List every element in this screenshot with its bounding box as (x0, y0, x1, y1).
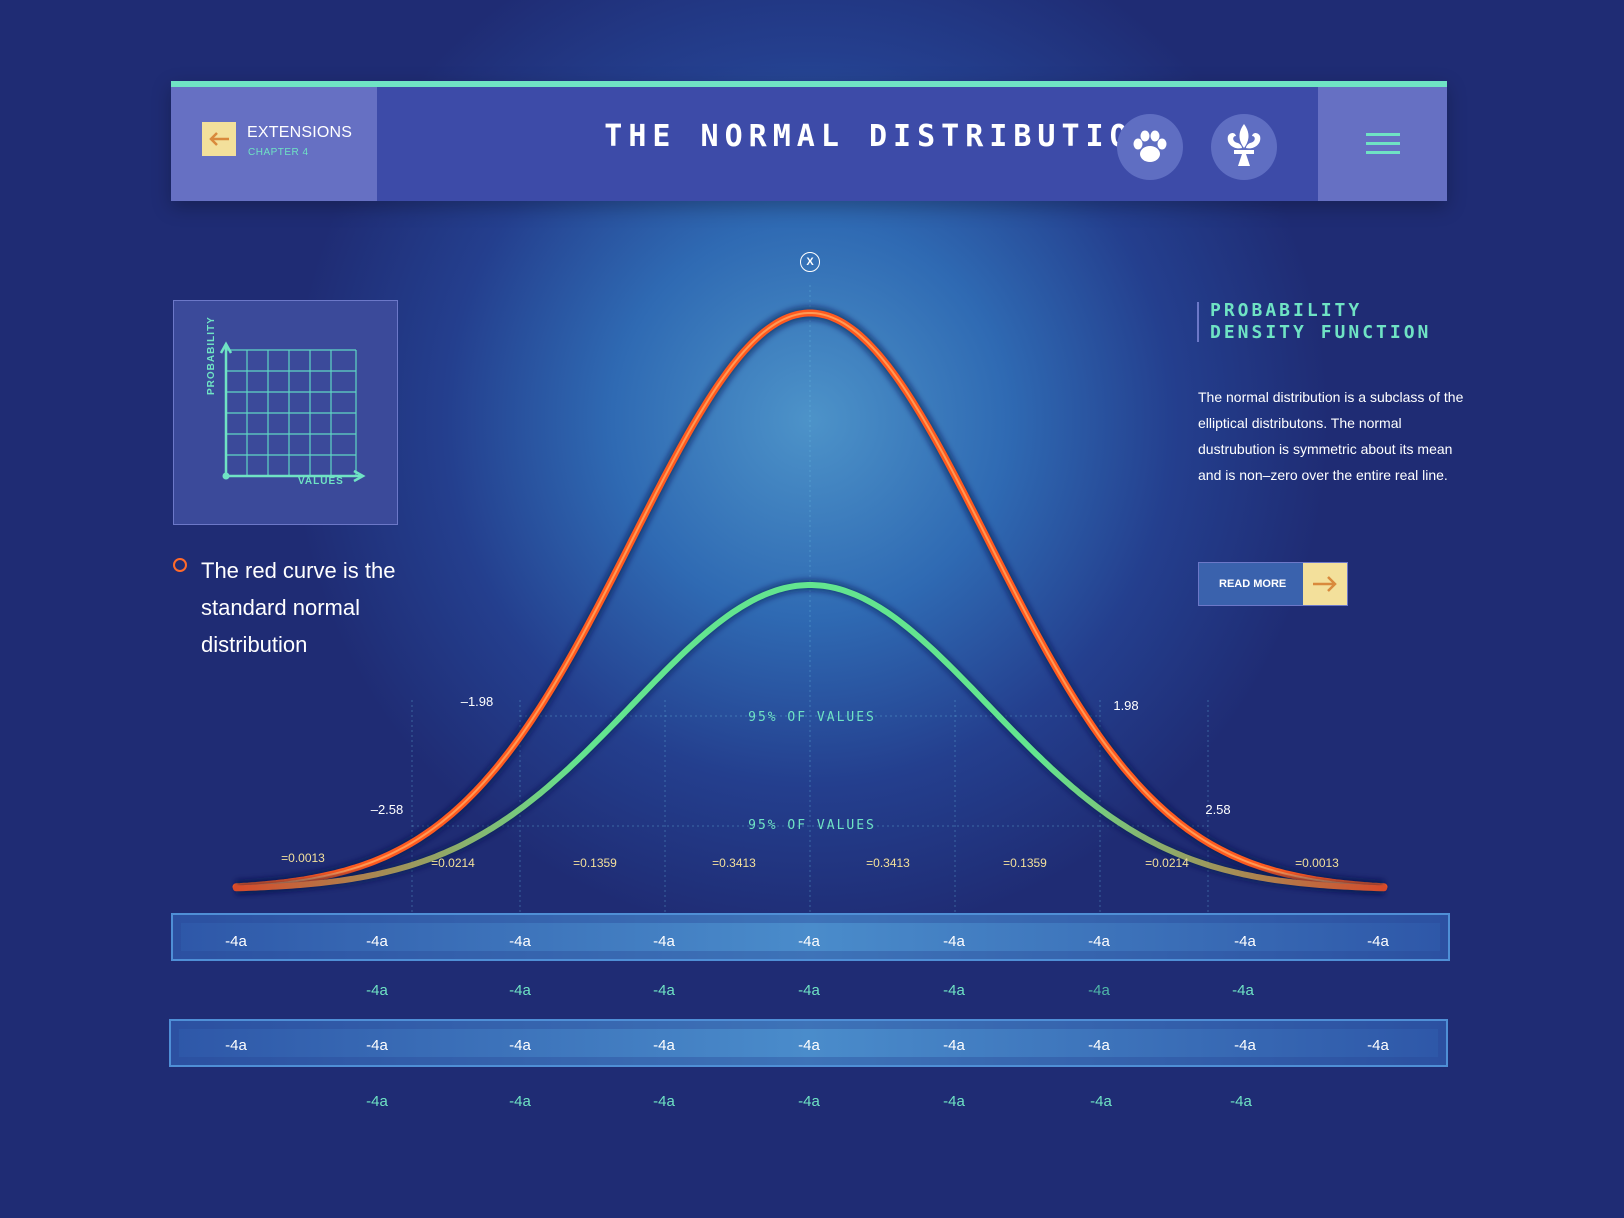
area-label: =0.0013 (1295, 856, 1339, 870)
axis-tick: -4a (509, 1093, 531, 1110)
axis-tick: -4a (943, 933, 965, 950)
paw-button[interactable] (1117, 114, 1183, 180)
axis-tick: -4a (1090, 1093, 1112, 1110)
red-curve-highlight (235, 312, 1385, 888)
axis-tick: -4a (1088, 1037, 1110, 1054)
axis-tick: -4a (1234, 933, 1256, 950)
pdf-description: The normal distribution is a subclass of… (1198, 389, 1464, 483)
area-label: =0.1359 (573, 856, 617, 870)
fleur-button[interactable] (1211, 114, 1277, 180)
paw-icon (1133, 130, 1167, 162)
axis-band-bottom (169, 1019, 1448, 1067)
axis-tick: -4a (366, 933, 388, 950)
extensions-nav[interactable]: EXTENSIONS CHAPTER 4 (171, 87, 377, 201)
chart-thumbnail (173, 300, 398, 525)
header-bar: EXTENSIONS CHAPTER 4 THE NORMAL DISTRIBU… (171, 81, 1447, 201)
page-title: THE NORMAL DISTRIBUTION (604, 119, 1158, 154)
area-label: =0.0013 (281, 851, 325, 865)
axis-tick: -4a (943, 1093, 965, 1110)
axis-tick: -4a (1088, 982, 1110, 999)
axis-tick: -4a (1232, 982, 1254, 999)
legend-circle-icon (173, 558, 187, 572)
hamburger-menu-icon (1365, 133, 1400, 154)
area-label: =0.3413 (712, 856, 756, 870)
chapter-label: CHAPTER 4 (248, 147, 309, 158)
green-curve (233, 582, 1387, 892)
threshold-label-neg-1-98: –1.98 (461, 694, 494, 709)
axis-tick: -4a (943, 1037, 965, 1054)
band-label-inner: 95% OF VALUES (748, 710, 876, 725)
area-label: =0.0214 (431, 856, 475, 870)
band-label-outer: 95% OF VALUES (748, 818, 876, 833)
axis-tick: -4a (366, 1037, 388, 1054)
read-more-button[interactable]: READ MORE (1198, 562, 1348, 606)
axis-tick: -4a (366, 982, 388, 999)
axis-tick: -4a (798, 982, 820, 999)
arrow-left-icon (209, 132, 229, 146)
axis-tick: -4a (798, 1037, 820, 1054)
title-accent-bar (1197, 302, 1199, 342)
area-label: =0.3413 (866, 856, 910, 870)
axis-tick: -4a (943, 982, 965, 999)
axis-tick: -4a (1234, 1037, 1256, 1054)
axis-tick: -4a (653, 1037, 675, 1054)
back-button[interactable] (202, 122, 236, 156)
area-label: =0.1359 (1003, 856, 1047, 870)
axis-tick: -4a (653, 933, 675, 950)
thumbnail-x-label: VALUES (298, 476, 344, 487)
axis-tick: -4a (225, 1037, 247, 1054)
axis-tick: -4a (653, 982, 675, 999)
close-button[interactable]: X (800, 252, 820, 272)
axis-tick: -4a (798, 1093, 820, 1110)
threshold-label-neg-2-58: –2.58 (371, 802, 404, 817)
area-label: =0.0214 (1145, 856, 1189, 870)
legend-text: The red curve is the standard normal dis… (201, 558, 396, 657)
axis-tick: -4a (509, 1037, 531, 1054)
axis-tick: -4a (798, 933, 820, 950)
axis-tick: -4a (1367, 1037, 1389, 1054)
grid-icon (219, 341, 366, 483)
axis-tick: -4a (1230, 1093, 1252, 1110)
extensions-label[interactable]: EXTENSIONS (247, 124, 353, 141)
pdf-title: PROBABILITY DENSITY FUNCTION (1210, 300, 1432, 343)
axis-tick: -4a (653, 1093, 675, 1110)
fleur-de-lis-icon (1227, 124, 1261, 166)
axis-tick: -4a (366, 1093, 388, 1110)
threshold-label-2-58: 2.58 (1205, 802, 1230, 817)
axis-tick: -4a (1088, 933, 1110, 950)
axis-band-top (171, 913, 1450, 961)
axis-tick: -4a (225, 933, 247, 950)
axis-tick: -4a (509, 982, 531, 999)
read-more-label[interactable]: READ MORE (1219, 578, 1287, 590)
menu-button[interactable] (1318, 87, 1447, 201)
axis-tick: -4a (1367, 933, 1389, 950)
threshold-label-1-98: 1.98 (1113, 698, 1138, 713)
axis-tick: -4a (509, 933, 531, 950)
arrow-right-icon[interactable] (1303, 563, 1347, 605)
